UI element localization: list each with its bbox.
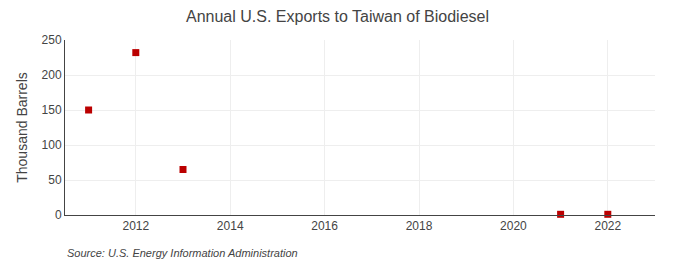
svg-text:50: 50 [48, 173, 62, 187]
svg-text:2012: 2012 [122, 219, 149, 233]
svg-text:Thousand Barrels: Thousand Barrels [14, 72, 30, 183]
svg-text:2014: 2014 [217, 219, 244, 233]
svg-text:2016: 2016 [311, 219, 338, 233]
svg-text:2022: 2022 [594, 219, 621, 233]
svg-text:2020: 2020 [500, 219, 527, 233]
svg-text:2018: 2018 [406, 219, 433, 233]
svg-text:Source: U.S. Energy Informatio: Source: U.S. Energy Information Administ… [67, 247, 298, 259]
svg-text:250: 250 [42, 33, 62, 47]
svg-text:Annual U.S. Exports to Taiwan: Annual U.S. Exports to Taiwan of Biodies… [186, 8, 489, 25]
svg-text:150: 150 [42, 103, 62, 117]
svg-text:0: 0 [55, 208, 62, 222]
svg-text:100: 100 [42, 138, 62, 152]
svg-text:200: 200 [42, 68, 62, 82]
